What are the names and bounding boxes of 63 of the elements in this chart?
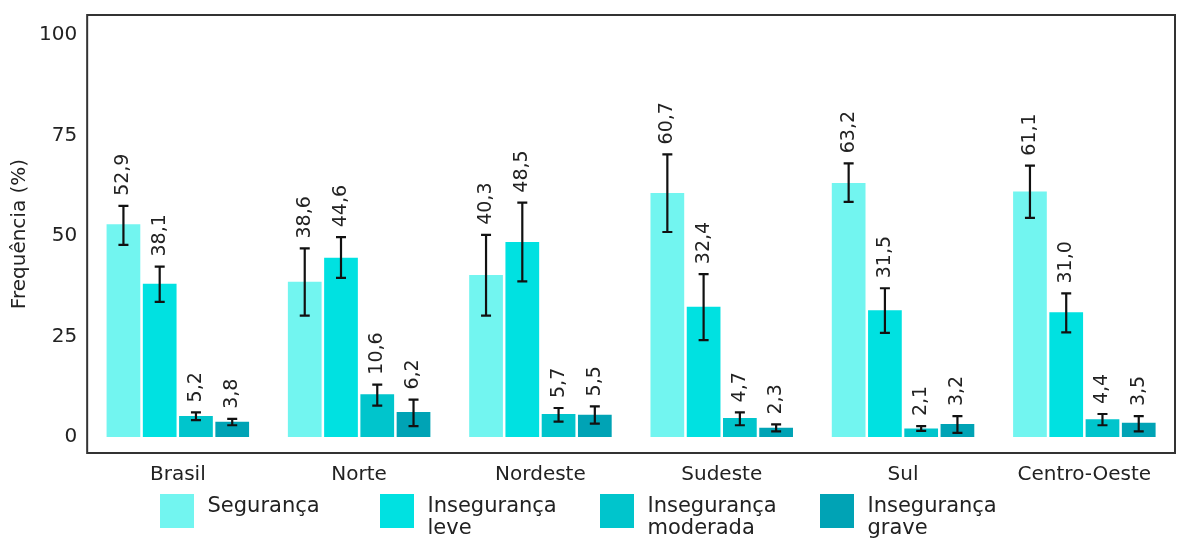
bar <box>505 242 540 437</box>
legend-label: Insegurança leve <box>427 493 558 539</box>
data-label: 38,1 <box>146 214 169 257</box>
bar <box>1013 191 1047 437</box>
bar <box>1049 312 1084 437</box>
y-axis-title: Frequência (%) <box>6 158 31 310</box>
bar <box>723 418 757 437</box>
x-tick-label: Sudeste <box>681 461 763 486</box>
data-label: 60,7 <box>654 102 677 145</box>
bar <box>650 193 685 437</box>
legend-label: Segurança <box>207 493 321 517</box>
data-label: 31,0 <box>1053 241 1076 284</box>
y-tick-label: 75 <box>51 121 78 146</box>
data-label: 5,5 <box>581 366 604 397</box>
data-label: 40,3 <box>472 182 495 225</box>
bar <box>324 257 358 437</box>
data-label: 2,1 <box>908 385 931 417</box>
y-tick-label: 50 <box>51 222 78 247</box>
data-label: 38,6 <box>291 196 314 239</box>
legend-label: Insegurança grave <box>867 493 998 539</box>
bar <box>759 427 793 437</box>
bar <box>868 310 902 437</box>
bar <box>577 414 612 437</box>
data-label: 5,7 <box>545 367 568 398</box>
data-label: 3,5 <box>1125 375 1148 407</box>
data-label: 2,3 <box>763 384 786 415</box>
data-label: 5,2 <box>182 372 205 403</box>
data-label: 31,5 <box>871 235 894 279</box>
data-label: 63,2 <box>835 110 858 154</box>
x-tick-label: Norte <box>331 461 387 486</box>
bar <box>1085 419 1120 437</box>
x-tick-label: Centro-Oeste <box>1017 461 1152 486</box>
y-tick-label: 100 <box>38 21 78 46</box>
bar <box>1121 422 1156 437</box>
bar <box>360 394 395 437</box>
bar <box>215 421 250 437</box>
x-tick-label: Brasil <box>149 461 206 486</box>
data-label: 3,2 <box>944 375 967 407</box>
data-label: 4,7 <box>726 372 749 403</box>
bar <box>904 428 939 437</box>
legend-label: Insegurança moderada <box>647 493 778 539</box>
bar <box>142 283 177 437</box>
data-label: 10,6 <box>364 332 387 375</box>
data-label: 6,2 <box>400 359 423 390</box>
y-tick-label: 25 <box>51 322 78 347</box>
bar <box>831 182 866 437</box>
y-tick-label: 0 <box>64 423 78 448</box>
x-tick-label: Nordeste <box>495 461 586 486</box>
bar <box>686 306 721 437</box>
data-label: 44,6 <box>327 184 350 228</box>
data-label: 3,8 <box>219 378 242 409</box>
bar <box>179 416 213 437</box>
bar <box>541 414 576 437</box>
data-label: 32,4 <box>690 221 713 265</box>
bar <box>469 274 503 437</box>
data-label: 4,4 <box>1089 373 1112 405</box>
x-tick-label: Sul <box>887 461 919 486</box>
data-label: 52,9 <box>110 153 133 196</box>
data-label: 48,5 <box>509 150 532 193</box>
data-label: 61,1 <box>1016 113 1039 156</box>
bar <box>106 224 141 437</box>
bar <box>396 412 431 437</box>
bar <box>287 281 322 437</box>
